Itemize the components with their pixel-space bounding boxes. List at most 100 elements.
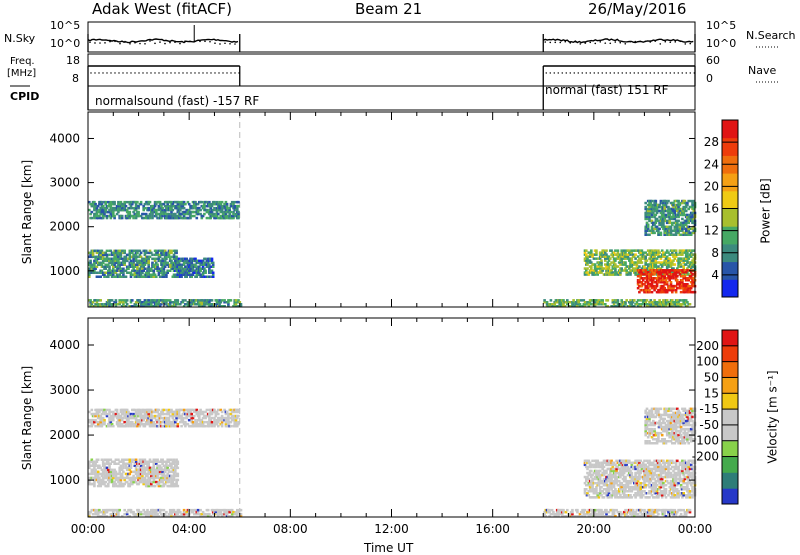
range-cell	[644, 202, 647, 205]
search-noise-point	[579, 43, 581, 45]
search-noise-point	[169, 42, 171, 44]
nave-point	[102, 72, 103, 73]
search-noise-point	[214, 42, 216, 44]
range-cell	[204, 270, 207, 273]
nave-point	[166, 72, 167, 73]
nave-point	[590, 72, 591, 73]
search-noise-point	[139, 43, 141, 45]
range-cell	[680, 509, 683, 512]
range-cell	[123, 201, 126, 204]
range-cell	[97, 459, 100, 462]
range-cell	[174, 425, 177, 428]
colorbar-cell	[722, 209, 738, 227]
range-cell	[658, 509, 661, 512]
search-noise-point	[684, 43, 686, 45]
range-cell	[674, 263, 677, 266]
nave-point	[142, 72, 143, 73]
range-cell	[624, 261, 627, 264]
range-cell	[671, 222, 674, 225]
range-cell	[123, 509, 126, 512]
range-cell	[625, 299, 628, 302]
nave-point	[598, 72, 599, 73]
y-tick-label: 1000	[49, 264, 80, 278]
range-cell	[550, 299, 553, 302]
nave-point	[638, 72, 639, 73]
range-cell	[676, 279, 679, 282]
range-cell	[562, 509, 565, 512]
range-cell	[585, 253, 588, 256]
range-cell	[197, 509, 200, 512]
range-cell	[153, 459, 156, 462]
range-cell	[548, 509, 551, 512]
range-cell	[543, 299, 546, 302]
range-cell	[679, 269, 682, 272]
range-cell	[182, 417, 185, 420]
search-noise-point	[679, 41, 681, 43]
search-noise-point	[89, 41, 91, 43]
range-cell	[203, 213, 206, 216]
range-cell	[159, 276, 162, 279]
range-cell	[685, 210, 688, 213]
search-noise-point	[569, 42, 571, 44]
nave-point	[158, 72, 159, 73]
range-cell	[165, 511, 168, 514]
range-cell	[237, 201, 240, 204]
search-noise-point	[209, 41, 211, 43]
range-cell	[131, 299, 134, 302]
range-cell	[653, 232, 656, 235]
colorbar-cell	[722, 262, 738, 280]
range-cell	[576, 509, 579, 512]
range-cell	[679, 299, 682, 302]
range-cell	[203, 421, 206, 424]
range-cell	[656, 301, 659, 304]
range-cell	[641, 261, 644, 264]
nave-point	[634, 72, 635, 73]
search-noise-point	[119, 43, 121, 45]
range-cell	[156, 264, 159, 267]
colorbar-cell	[722, 226, 738, 244]
range-cell	[145, 250, 148, 253]
range-cell	[658, 251, 661, 254]
search-noise-point	[199, 41, 201, 43]
range-cell	[112, 411, 115, 414]
range-cell	[104, 481, 107, 484]
search-noise-point	[154, 43, 156, 45]
range-cell	[211, 417, 214, 420]
range-cell	[183, 207, 186, 210]
nave-point	[670, 72, 671, 73]
range-cell	[144, 268, 147, 271]
range-cell	[129, 211, 132, 214]
range-cell	[177, 467, 180, 470]
range-cell	[577, 299, 580, 302]
range-cell	[680, 234, 683, 237]
search-noise-point	[184, 40, 186, 42]
range-cell	[96, 299, 99, 302]
range-cell	[184, 299, 187, 302]
range-cell	[656, 218, 659, 221]
range-cell	[150, 461, 153, 464]
nave-point	[594, 72, 595, 73]
search-noise-point	[619, 42, 621, 44]
range-cell	[603, 267, 606, 270]
range-cell	[646, 299, 649, 302]
range-cell	[193, 415, 196, 418]
nave-point	[186, 72, 187, 73]
range-cell	[199, 509, 202, 512]
range-cell	[646, 259, 649, 262]
nave-point	[114, 72, 115, 73]
nave-point	[586, 72, 587, 73]
range-cell	[163, 409, 166, 412]
nave-point	[150, 72, 151, 73]
nave-point	[194, 72, 195, 73]
nave-point	[554, 72, 555, 73]
range-cell	[223, 299, 226, 302]
range-cell	[123, 250, 126, 253]
range-cell	[211, 299, 214, 302]
range-cell	[594, 263, 597, 266]
range-cell	[584, 509, 587, 512]
range-cell	[110, 411, 113, 414]
search-noise-point	[639, 40, 641, 42]
range-cell	[691, 273, 694, 276]
colorbar-cell	[722, 120, 738, 138]
range-cell	[96, 272, 99, 275]
